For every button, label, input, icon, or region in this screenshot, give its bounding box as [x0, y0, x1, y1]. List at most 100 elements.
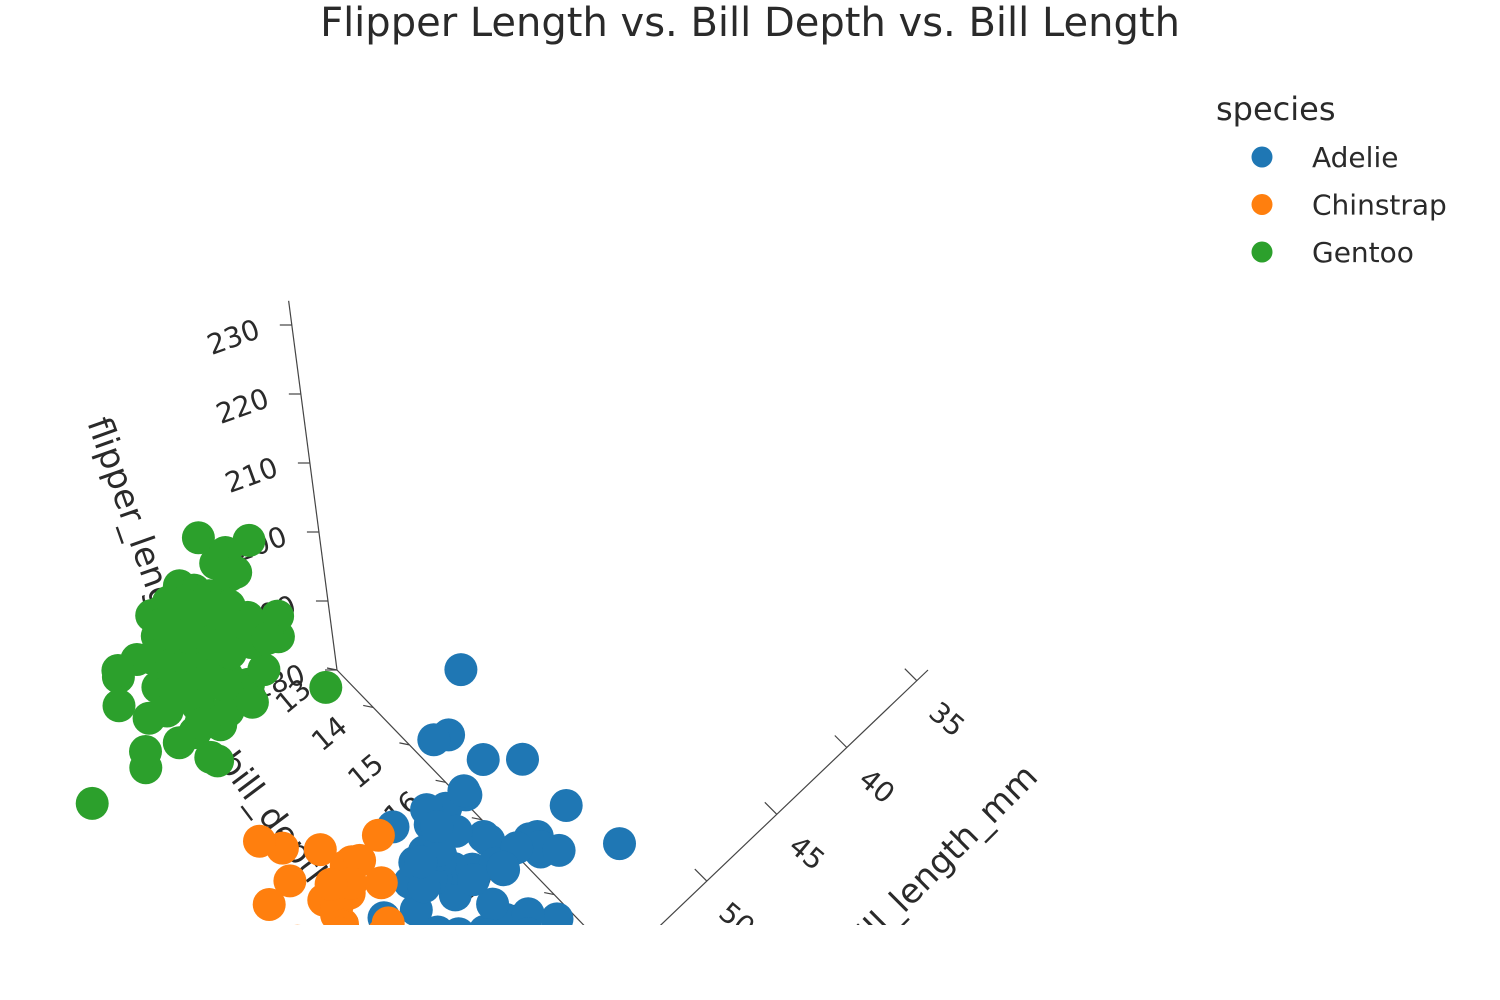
- y-tick-label: 15: [341, 747, 390, 795]
- data-point[interactable]: [444, 653, 478, 687]
- data-point[interactable]: [404, 845, 438, 879]
- data-point[interactable]: [331, 987, 364, 1000]
- data-point[interactable]: [186, 707, 220, 740]
- data-point[interactable]: [466, 743, 500, 776]
- legend-item-gentoo[interactable]: Gentoo: [1251, 236, 1414, 269]
- data-point[interactable]: [213, 636, 247, 670]
- legend-item-chinstrap[interactable]: Chinstrap: [1251, 189, 1447, 222]
- data-point[interactable]: [286, 926, 319, 959]
- data-point[interactable]: [205, 667, 239, 701]
- data-point[interactable]: [490, 957, 523, 990]
- legend-marker: [1251, 146, 1273, 168]
- data-point[interactable]: [309, 670, 343, 704]
- data-point[interactable]: [194, 740, 228, 774]
- data-point[interactable]: [261, 939, 294, 972]
- data-point[interactable]: [448, 926, 481, 959]
- legend-label: Chinstrap: [1312, 189, 1447, 222]
- data-point[interactable]: [150, 694, 184, 728]
- series-chinstrap: [243, 818, 407, 1000]
- data-point[interactable]: [361, 818, 395, 852]
- data-point[interactable]: [75, 786, 109, 820]
- data-point[interactable]: [247, 653, 281, 687]
- data-point[interactable]: [320, 923, 353, 956]
- data-point[interactable]: [476, 887, 510, 921]
- data-point[interactable]: [170, 618, 204, 652]
- data-point[interactable]: [129, 735, 162, 768]
- data-point[interactable]: [289, 952, 322, 985]
- data-point[interactable]: [526, 926, 559, 959]
- data-point[interactable]: [451, 946, 484, 979]
- data-point[interactable]: [304, 940, 337, 973]
- data-point[interactable]: [296, 934, 329, 967]
- data-point[interactable]: [407, 870, 441, 904]
- data-point[interactable]: [162, 726, 196, 760]
- data-point[interactable]: [511, 917, 544, 950]
- data-point[interactable]: [371, 906, 405, 939]
- data-point[interactable]: [101, 654, 135, 687]
- data-point[interactable]: [252, 888, 286, 921]
- data-point[interactable]: [540, 902, 574, 935]
- data-point[interactable]: [471, 918, 504, 951]
- data-point[interactable]: [457, 863, 490, 897]
- data-point[interactable]: [421, 915, 454, 949]
- data-point[interactable]: [512, 937, 545, 970]
- z-axis-line: [288, 300, 338, 671]
- data-point[interactable]: [542, 833, 576, 867]
- legend-item-adelie[interactable]: Adelie: [1251, 141, 1399, 174]
- data-point[interactable]: [314, 867, 348, 901]
- data-point[interactable]: [265, 949, 298, 982]
- data-point[interactable]: [277, 970, 310, 1000]
- data-point[interactable]: [511, 897, 545, 930]
- data-point[interactable]: [285, 926, 318, 959]
- data-point[interactable]: [364, 866, 398, 900]
- data-point[interactable]: [374, 951, 407, 984]
- data-point[interactable]: [442, 917, 475, 950]
- data-point[interactable]: [289, 986, 322, 1000]
- legend: species Adelie Chinstrap Gentoo: [1216, 90, 1447, 269]
- data-point[interactable]: [248, 927, 281, 960]
- data-point[interactable]: [170, 589, 204, 622]
- data-point[interactable]: [102, 689, 136, 723]
- data-point[interactable]: [549, 789, 583, 822]
- data-point[interactable]: [281, 924, 314, 958]
- data-point[interactable]: [251, 621, 285, 655]
- data-point[interactable]: [474, 948, 507, 981]
- data-point[interactable]: [457, 948, 490, 981]
- data-point[interactable]: [215, 608, 249, 642]
- data-point[interactable]: [279, 926, 312, 959]
- data-point[interactable]: [603, 827, 636, 861]
- data-point[interactable]: [323, 963, 356, 996]
- data-point[interactable]: [273, 864, 307, 898]
- data-point[interactable]: [181, 521, 215, 555]
- data-point[interactable]: [479, 931, 512, 964]
- x-tick-mark: [764, 801, 778, 815]
- data-point[interactable]: [235, 685, 269, 719]
- plot-scene[interactable]: 180190200210220230 1314151617181920 3540…: [75, 300, 1046, 1000]
- data-point[interactable]: [324, 909, 358, 943]
- data-point[interactable]: [419, 956, 452, 989]
- data-point[interactable]: [164, 670, 198, 704]
- data-point[interactable]: [144, 608, 178, 642]
- data-point[interactable]: [486, 850, 520, 884]
- data-point[interactable]: [506, 742, 539, 776]
- data-point[interactable]: [479, 924, 512, 958]
- data-point[interactable]: [302, 981, 335, 1000]
- data-point[interactable]: [322, 916, 355, 950]
- data-point[interactable]: [322, 955, 355, 988]
- data-point[interactable]: [334, 962, 367, 995]
- data-point[interactable]: [304, 984, 337, 1000]
- x-tick-mark: [834, 735, 848, 748]
- data-point[interactable]: [417, 723, 451, 757]
- data-point[interactable]: [219, 555, 253, 589]
- data-point[interactable]: [317, 934, 350, 967]
- data-point[interactable]: [420, 810, 454, 843]
- x-tick-label: 50: [713, 896, 762, 944]
- data-point[interactable]: [447, 774, 481, 808]
- data-point[interactable]: [355, 946, 388, 979]
- data-point[interactable]: [303, 833, 337, 867]
- data-point[interactable]: [557, 933, 590, 966]
- y-tick-mark: [363, 704, 374, 709]
- data-point[interactable]: [284, 988, 317, 1000]
- data-point[interactable]: [243, 824, 276, 858]
- data-point[interactable]: [304, 956, 337, 989]
